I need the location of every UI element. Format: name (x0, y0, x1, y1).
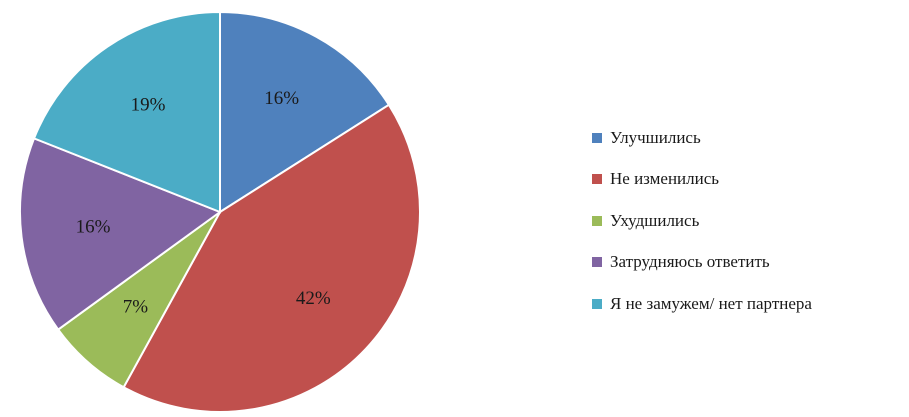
legend-swatch (592, 298, 602, 309)
legend-label: Я не замужем/ нет партнера (610, 293, 812, 313)
legend-item: Не изменились (592, 159, 902, 201)
slice-label-no-partner: 19% (131, 94, 166, 115)
legend-label: Ухудшились (610, 210, 700, 230)
legend-swatch (592, 174, 602, 185)
legend-swatch (592, 132, 602, 143)
pie-slices (19, 10, 421, 413)
legend-swatch (592, 257, 602, 268)
pie-labels: 16% 42% 7% 16% 19% (76, 88, 331, 317)
slice-label-undecided: 16% (76, 216, 111, 237)
slice-improved (219, 10, 391, 214)
legend-item: Улучшились (592, 117, 902, 159)
legend-item: Затрудняюсь ответить (592, 242, 902, 284)
legend: Улучшились Не изменились Ухудшились Затр… (592, 117, 902, 325)
legend-label: Затрудняюсь ответить (610, 252, 770, 272)
slice-label-worsened: 7% (123, 296, 149, 317)
legend-item: Я не замужем/ нет партнера (592, 283, 902, 325)
slice-label-improved: 16% (264, 88, 299, 109)
legend-swatch (592, 215, 602, 226)
legend-item: Ухудшились (592, 200, 902, 242)
slice-no-partner (32, 10, 221, 214)
slice-label-unchanged: 42% (296, 288, 331, 309)
legend-label: Не изменились (610, 169, 720, 189)
slice-unchanged (122, 103, 421, 413)
legend-label: Улучшились (610, 127, 701, 147)
slice-undecided (19, 137, 223, 331)
